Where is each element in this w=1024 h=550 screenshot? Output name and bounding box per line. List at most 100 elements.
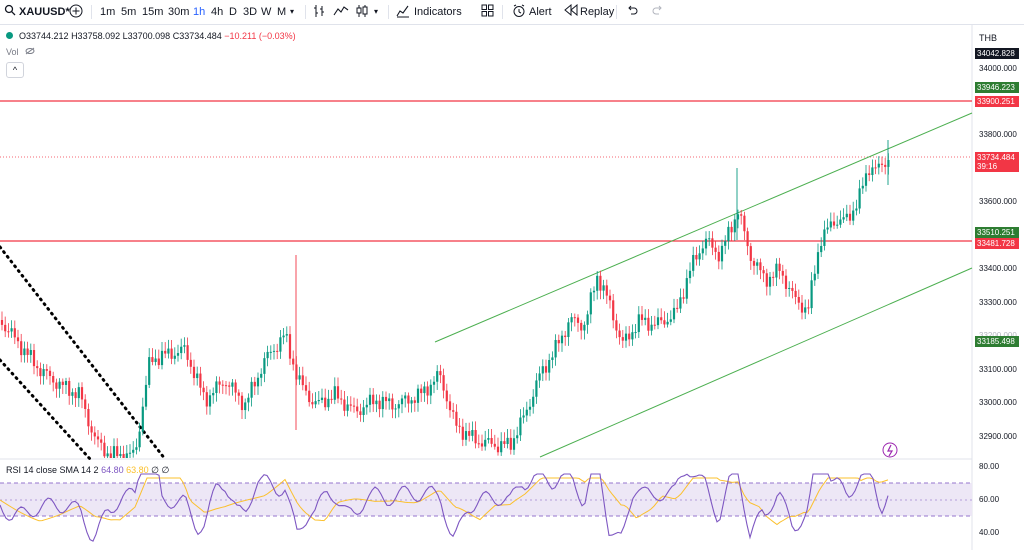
interval-30m[interactable]: 30m (168, 6, 190, 18)
indicators-button[interactable]: Indicators (414, 6, 462, 18)
alert-icon[interactable] (512, 4, 526, 20)
undo-icon[interactable] (626, 4, 638, 20)
ohlc-legend: O33744.212 H33758.092 L33700.098 C33734.… (6, 31, 296, 41)
candle-body (432, 381, 436, 385)
candle-body (10, 328, 13, 332)
candle-body (439, 371, 442, 376)
currency-label[interactable]: THB (979, 33, 997, 43)
hidden-eye-icon[interactable] (25, 47, 35, 55)
line-chart-icon[interactable] (333, 4, 349, 20)
dotted-trendline-1[interactable] (0, 245, 167, 461)
candle-body (144, 384, 148, 407)
candle-body (535, 380, 538, 397)
candle-body (637, 314, 640, 333)
candle-body (653, 324, 656, 326)
symbol-search-icon[interactable] (4, 4, 16, 20)
candle-body (288, 334, 292, 359)
candle-body (640, 314, 644, 320)
candle-body (356, 406, 359, 412)
candle-body (285, 334, 288, 336)
candle-body (397, 404, 400, 409)
candle-body (685, 278, 688, 299)
candle-body (874, 167, 877, 169)
replay-icon[interactable] (564, 3, 578, 20)
price-label-top: 34042.828 (975, 48, 1019, 59)
candle-body (631, 332, 634, 340)
candle-body (644, 317, 647, 320)
candle-body (263, 358, 266, 374)
candle-body (839, 219, 842, 225)
channel-upper-line[interactable] (434, 112, 973, 343)
candle-body (615, 320, 618, 331)
candle-body (778, 263, 781, 271)
candle-body (660, 317, 663, 321)
interval-1m[interactable]: 1m (100, 6, 116, 18)
tick-32900: 32900.000 (979, 432, 1017, 441)
candle-body (183, 345, 186, 347)
interval-D[interactable]: D (229, 6, 237, 18)
candle-body (861, 185, 864, 189)
candle-body (442, 375, 445, 391)
interval-4h[interactable]: 4h (211, 6, 224, 18)
interval-W[interactable]: W (261, 6, 272, 18)
candle-body (221, 384, 224, 386)
candle-body (557, 339, 560, 344)
candle-body (647, 317, 650, 331)
redo-icon[interactable] (652, 4, 664, 20)
interval-1h[interactable]: 1h (193, 6, 206, 18)
candle-body (743, 215, 746, 232)
channel-lower-line[interactable] (539, 267, 973, 458)
ohlc-close: C33734.484 (172, 31, 222, 41)
tick-33800: 33800.000 (979, 130, 1017, 139)
candle-body (487, 437, 490, 440)
candle-body (852, 210, 855, 221)
dotted-trendline-2[interactable] (0, 358, 92, 461)
chart-type-dropdown-icon[interactable]: ▾ (374, 7, 379, 16)
compare-symbol-icon[interactable] (69, 4, 83, 20)
tick-33400: 33400.000 (979, 264, 1017, 273)
interval-15m[interactable]: 15m (142, 6, 164, 18)
candle-body (314, 401, 317, 405)
interval-dropdown-icon[interactable]: ▾ (290, 7, 295, 16)
candle-body (775, 263, 778, 278)
candle-body (61, 381, 64, 385)
symbol-name[interactable]: XAUUSD* (19, 6, 70, 18)
rsi-legend-label: RSI 14 close SMA 14 2 (6, 465, 99, 475)
candle-body (106, 453, 109, 457)
candle-body (301, 375, 304, 386)
candle-body (576, 317, 580, 323)
candle-body (365, 404, 368, 408)
rsi-tick-60: 60.00 (979, 495, 1000, 504)
rsi-tick-40: 40.00 (979, 528, 1000, 537)
replay-button[interactable]: Replay (580, 6, 615, 18)
bar-style-icon[interactable] (313, 4, 325, 20)
candle-body (455, 411, 458, 426)
interval-3D[interactable]: 3D (243, 6, 258, 18)
candle-body (484, 439, 487, 447)
candle-body (378, 400, 381, 410)
alert-button[interactable]: Alert (529, 6, 552, 18)
candle-body (93, 432, 96, 437)
candle-body (695, 254, 698, 260)
candle-body (327, 398, 330, 408)
candles-icon[interactable] (355, 4, 369, 20)
interval-5m[interactable]: 5m (121, 6, 137, 18)
templates-icon[interactable] (481, 4, 494, 20)
candle-body (71, 392, 74, 396)
candle-body (333, 386, 336, 400)
candle-body (596, 275, 599, 291)
candle-body (7, 331, 10, 333)
candle-body (586, 314, 589, 325)
rsi-extra-values: ∅ ∅ (151, 465, 170, 475)
candle-body (199, 373, 202, 388)
collapse-legend-button[interactable]: ^ (6, 62, 24, 78)
interval-M[interactable]: M (277, 6, 287, 18)
indicators-icon[interactable] (396, 4, 410, 20)
lightning-icon[interactable] (882, 442, 898, 458)
candle-body (672, 307, 676, 320)
candle-body (548, 360, 551, 373)
candle-body (260, 373, 263, 378)
candle-body (42, 369, 45, 377)
candle-body (864, 173, 868, 186)
